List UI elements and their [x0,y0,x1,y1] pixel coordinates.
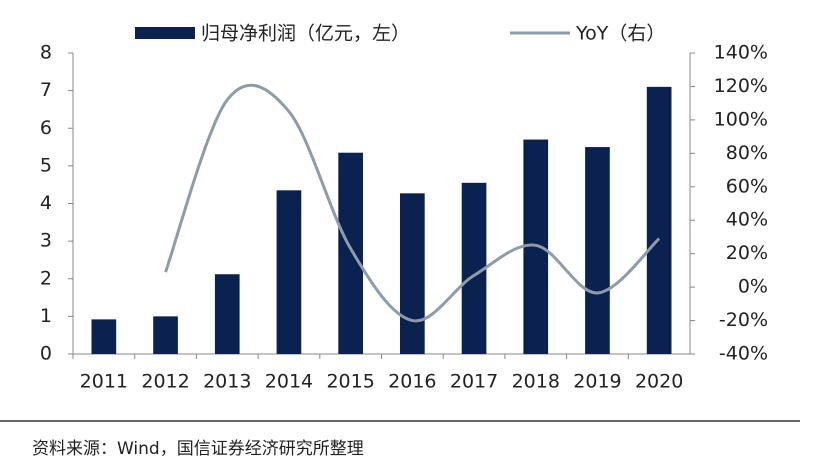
bar [214,274,240,354]
bar [585,147,610,354]
y2-tick-label: 100% [714,108,768,130]
legend-label: 归母净利润（亿元，左） [201,23,410,45]
y2-tick-label: 80% [726,142,768,164]
x-tick-label: 2020 [635,371,683,393]
y-tick-label: 5 [40,154,52,176]
x-tick-label: 2011 [80,371,128,393]
y-tick-label: 4 [40,192,52,214]
x-tick-label: 2012 [141,371,189,393]
y-tick-label: 8 [40,42,52,64]
x-tick-label: 2016 [388,371,436,393]
line [164,83,661,323]
y-tick-label: 7 [40,79,52,101]
x-tick-label: 2017 [450,371,498,393]
y2-tick-label: 60% [726,175,768,197]
y-tick-label: 1 [40,305,52,327]
y2-tick-label: 120% [714,75,768,97]
y-tick-label: 2 [40,267,52,289]
x-tick-label: 2015 [326,371,374,393]
y2-tick-label: -20% [719,309,768,331]
x-tick-label: 2018 [512,371,560,393]
source-note: 资料来源：Wind，国信证券经济研究所整理 [32,439,364,459]
y-tick-label: 0 [40,343,52,365]
x-tick-label: 2019 [573,371,621,393]
y-tick-label: 3 [40,230,52,252]
bar [338,152,363,354]
y2-tick-label: 140% [714,42,768,64]
y2-tick-label: 20% [726,242,768,264]
bar [646,86,672,355]
bar [276,190,302,354]
bar [400,193,425,354]
legend-swatch [135,27,195,39]
x-tick-label: 2013 [203,371,251,393]
bar [153,316,178,354]
x-tick-label: 2014 [265,371,313,393]
y2-tick-label: -40% [719,343,768,365]
bar [91,319,117,354]
y-tick-label: 6 [40,117,52,139]
y2-tick-label: 0% [738,276,768,298]
legend-label: YoY（右） [575,23,665,45]
y2-tick-label: 40% [726,209,768,231]
